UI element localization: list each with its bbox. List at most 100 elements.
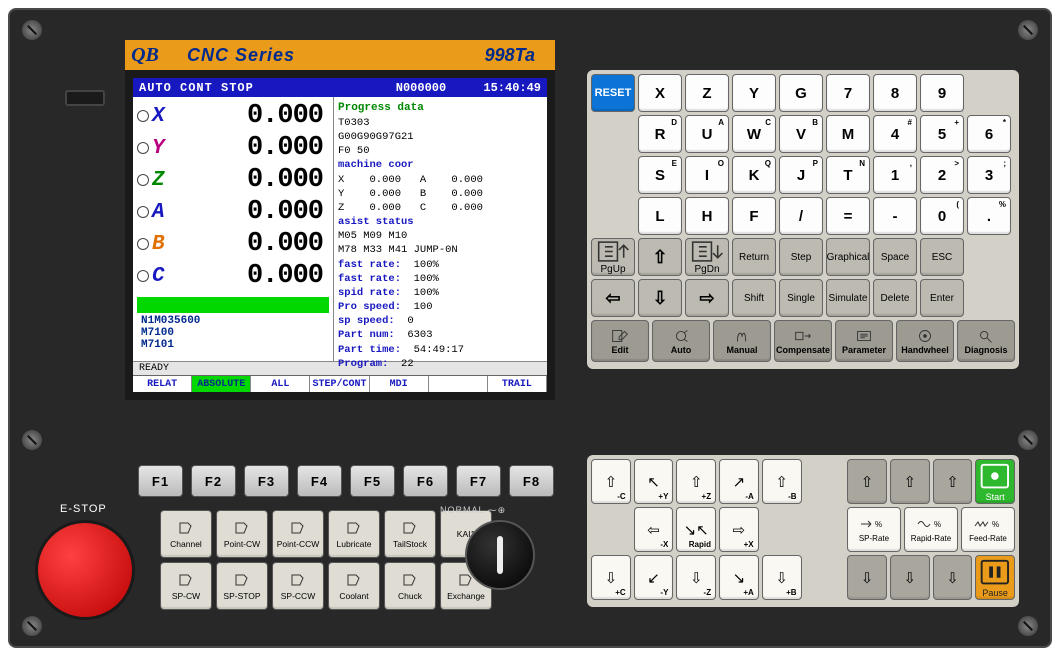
- arrow-key[interactable]: ⇧: [638, 238, 682, 276]
- key-f[interactable]: F: [732, 197, 776, 235]
- key-enter[interactable]: Enter: [920, 279, 964, 317]
- jog-key[interactable]: ⇨+X: [719, 507, 759, 552]
- jog-key[interactable]: ⇧-B: [762, 459, 802, 504]
- key-single[interactable]: Single: [779, 279, 823, 317]
- key-i[interactable]: IO: [685, 156, 729, 194]
- key-0[interactable]: 0(: [920, 197, 964, 235]
- key-simulate[interactable]: Simulate: [826, 279, 870, 317]
- mode-manual[interactable]: Manual: [713, 320, 771, 362]
- ctrl-coolant[interactable]: Coolant: [328, 562, 380, 610]
- fkey-f2[interactable]: F2: [191, 465, 236, 497]
- key-delete[interactable]: Delete: [873, 279, 917, 317]
- mode-parameter[interactable]: Parameter: [835, 320, 893, 362]
- key-j[interactable]: JP: [779, 156, 823, 194]
- jog-key[interactable]: ⇧: [890, 459, 930, 504]
- key-pgdn[interactable]: PgDn: [685, 238, 729, 276]
- mode-diagnosis[interactable]: Diagnosis: [957, 320, 1015, 362]
- mode-compensate[interactable]: Compensate: [774, 320, 832, 362]
- key-x[interactable]: X: [638, 74, 682, 112]
- key-graphical[interactable]: Graphical: [826, 238, 870, 276]
- btn-sp-rate[interactable]: %SP-Rate: [847, 507, 901, 552]
- key-2[interactable]: 2>: [920, 156, 964, 194]
- screen-tab[interactable]: ABSOLUTE: [192, 376, 251, 392]
- fkey-f1[interactable]: F1: [138, 465, 183, 497]
- key-shift[interactable]: Shift: [732, 279, 776, 317]
- mode-handwheel[interactable]: Handwheel: [896, 320, 954, 362]
- key-l[interactable]: L: [638, 197, 682, 235]
- jog-key[interactable]: ⇩: [890, 555, 930, 600]
- key-pgup[interactable]: PgUp: [591, 238, 635, 276]
- key-5[interactable]: 5+: [920, 115, 964, 153]
- key-space[interactable]: Space: [873, 238, 917, 276]
- jog-key[interactable]: ↖+Y: [634, 459, 674, 504]
- key-t[interactable]: TN: [826, 156, 870, 194]
- key-k[interactable]: KQ: [732, 156, 776, 194]
- arrow-key[interactable]: ⇩: [638, 279, 682, 317]
- ctrl-sp-stop[interactable]: SP-STOP: [216, 562, 268, 610]
- jog-key[interactable]: ⇩: [847, 555, 887, 600]
- key-9[interactable]: 9: [920, 74, 964, 112]
- arrow-key[interactable]: ⇨: [685, 279, 729, 317]
- key-7[interactable]: 7: [826, 74, 870, 112]
- key-u[interactable]: UA: [685, 115, 729, 153]
- screen-tab[interactable]: MDI: [370, 376, 429, 392]
- btn-start[interactable]: Start: [975, 459, 1015, 504]
- mode-auto[interactable]: Auto: [652, 320, 710, 362]
- key-.[interactable]: .%: [967, 197, 1011, 235]
- ctrl-chuck[interactable]: Chuck: [384, 562, 436, 610]
- mode-edit[interactable]: Edit: [591, 320, 649, 362]
- jog-key[interactable]: ⇧: [933, 459, 973, 504]
- key-1[interactable]: 1,: [873, 156, 917, 194]
- key-v[interactable]: VB: [779, 115, 823, 153]
- screen-tab[interactable]: [429, 376, 488, 392]
- key-reset[interactable]: RESET: [591, 74, 635, 112]
- jog-key[interactable]: ⇧: [847, 459, 887, 504]
- key-r[interactable]: RD: [638, 115, 682, 153]
- screen-tab[interactable]: RELAT: [133, 376, 192, 392]
- key-8[interactable]: 8: [873, 74, 917, 112]
- jog-key[interactable]: ⇩: [933, 555, 973, 600]
- key-=[interactable]: =: [826, 197, 870, 235]
- key-y[interactable]: Y: [732, 74, 776, 112]
- jog-key[interactable]: ⇦-X: [634, 507, 674, 552]
- screen-tab[interactable]: ALL: [251, 376, 310, 392]
- jog-key[interactable]: ↘+A: [719, 555, 759, 600]
- key-g[interactable]: G: [779, 74, 823, 112]
- fkey-f8[interactable]: F8: [509, 465, 554, 497]
- key-3[interactable]: 3;: [967, 156, 1011, 194]
- key-s[interactable]: SE: [638, 156, 682, 194]
- btn-rapid-rate[interactable]: %Rapid-Rate: [904, 507, 958, 552]
- fkey-f7[interactable]: F7: [456, 465, 501, 497]
- ctrl-sp-cw[interactable]: SP-CW: [160, 562, 212, 610]
- ctrl-sp-ccw[interactable]: SP-CCW: [272, 562, 324, 610]
- emergency-stop-button[interactable]: [35, 520, 135, 620]
- arrow-key[interactable]: ⇦: [591, 279, 635, 317]
- jog-key[interactable]: ⇩-Z: [676, 555, 716, 600]
- key-6[interactable]: 6*: [967, 115, 1011, 153]
- ctrl-point-cw[interactable]: Point-CW: [216, 510, 268, 558]
- screen-tab[interactable]: TRAIL: [488, 376, 547, 392]
- key-step[interactable]: Step: [779, 238, 823, 276]
- jog-dial[interactable]: [465, 520, 535, 590]
- key-m[interactable]: M: [826, 115, 870, 153]
- key-4[interactable]: 4#: [873, 115, 917, 153]
- key-w[interactable]: WC: [732, 115, 776, 153]
- key-z[interactable]: Z: [685, 74, 729, 112]
- fkey-f5[interactable]: F5: [350, 465, 395, 497]
- jog-key[interactable]: ↘↖Rapid: [676, 507, 716, 552]
- jog-key[interactable]: ↙-Y: [634, 555, 674, 600]
- btn-feed-rate[interactable]: %Feed-Rate: [961, 507, 1015, 552]
- fkey-f6[interactable]: F6: [403, 465, 448, 497]
- key-return[interactable]: Return: [732, 238, 776, 276]
- btn-pause[interactable]: Pause: [975, 555, 1015, 600]
- fkey-f3[interactable]: F3: [244, 465, 289, 497]
- jog-key[interactable]: ⇩+B: [762, 555, 802, 600]
- key--[interactable]: -: [873, 197, 917, 235]
- key-h[interactable]: H: [685, 197, 729, 235]
- ctrl-channel[interactable]: Channel: [160, 510, 212, 558]
- jog-key[interactable]: ↗-A: [719, 459, 759, 504]
- key-/[interactable]: /: [779, 197, 823, 235]
- ctrl-lubricate[interactable]: Lubricate: [328, 510, 380, 558]
- ctrl-point-ccw[interactable]: Point-CCW: [272, 510, 324, 558]
- jog-key[interactable]: ⇧+Z: [676, 459, 716, 504]
